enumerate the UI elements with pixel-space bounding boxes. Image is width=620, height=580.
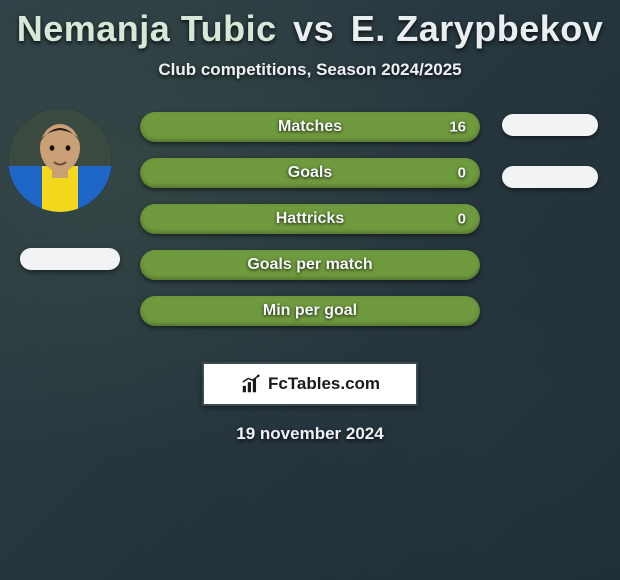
player1-avatar [8,108,112,212]
avatar-illustration [8,108,112,212]
brand-box[interactable]: FcTables.com [202,362,418,406]
bar-chart-icon [240,373,262,395]
stat-label: Matches [278,118,342,136]
stat-label: Hattricks [276,210,344,228]
stats-area: Matches 16 Goals 0 Hattricks 0 Goals per match… [0,112,620,352]
date: 19 november 2024 [0,424,620,444]
stat-bar: Goals 0 [140,158,480,188]
stat-label: Goals [288,164,332,182]
stat-label: Min per goal [263,302,357,320]
player1-name-pill [20,248,120,270]
stat-bar: Hattricks 0 [140,204,480,234]
title-vs: vs [293,8,334,49]
stat-bars: Matches 16 Goals 0 Hattricks 0 Goals per match… [140,112,480,342]
brand-text: FcTables.com [268,374,380,394]
stat-bar: Min per goal [140,296,480,326]
stat-value-right: 0 [458,211,466,228]
player2-name-pill-1 [502,114,598,136]
stat-value-right: 0 [458,165,466,182]
title-player2: E. Zarypbekov [351,8,604,49]
stat-bar: Goals per match [140,250,480,280]
stat-bar: Matches 16 [140,112,480,142]
title-player1: Nemanja Tubic [17,8,277,49]
stat-label: Goals per match [247,256,372,274]
page-title: Nemanja Tubic vs E. Zarypbekov [0,0,620,50]
stat-value-right: 16 [449,119,466,136]
player2-name-pill-2 [502,166,598,188]
subtitle: Club competitions, Season 2024/2025 [0,60,620,80]
